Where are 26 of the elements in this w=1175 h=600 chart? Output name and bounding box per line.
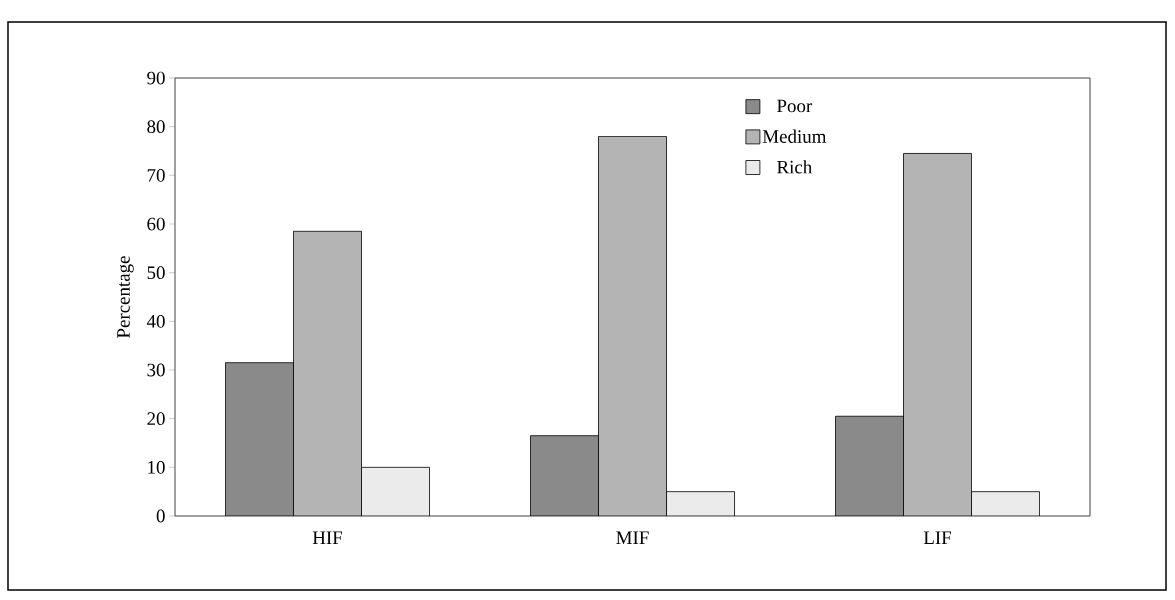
- bar: [225, 362, 294, 516]
- bar: [530, 435, 599, 516]
- y-axis-title: Percentage: [117, 256, 134, 338]
- bar: [666, 491, 735, 516]
- y-tick-label: 0: [156, 509, 165, 523]
- x-tick-label: LIF: [923, 531, 952, 544]
- bar: [293, 230, 362, 516]
- y-tick-label: 30: [147, 363, 165, 377]
- y-tick-label: 50: [147, 266, 165, 280]
- y-tick-label: 90: [147, 71, 165, 85]
- x-tick-label: HIF: [312, 531, 343, 544]
- bar: [835, 415, 904, 516]
- x-tick-label: MIF: [616, 531, 649, 544]
- y-tick-label: 60: [147, 217, 165, 231]
- legend-label: Medium: [762, 129, 827, 143]
- y-tick-label: 70: [147, 168, 165, 182]
- bar: [903, 153, 972, 516]
- y-tick-label: 10: [148, 460, 165, 474]
- bar: [598, 136, 667, 516]
- bar: [361, 466, 430, 516]
- bar: [971, 491, 1040, 516]
- legend-label: Rich: [777, 160, 812, 174]
- legend-label: Poor: [777, 99, 813, 113]
- y-tick-label: 40: [146, 314, 165, 328]
- y-tick-label: 80: [147, 120, 165, 134]
- y-tick-label: 20: [147, 412, 165, 426]
